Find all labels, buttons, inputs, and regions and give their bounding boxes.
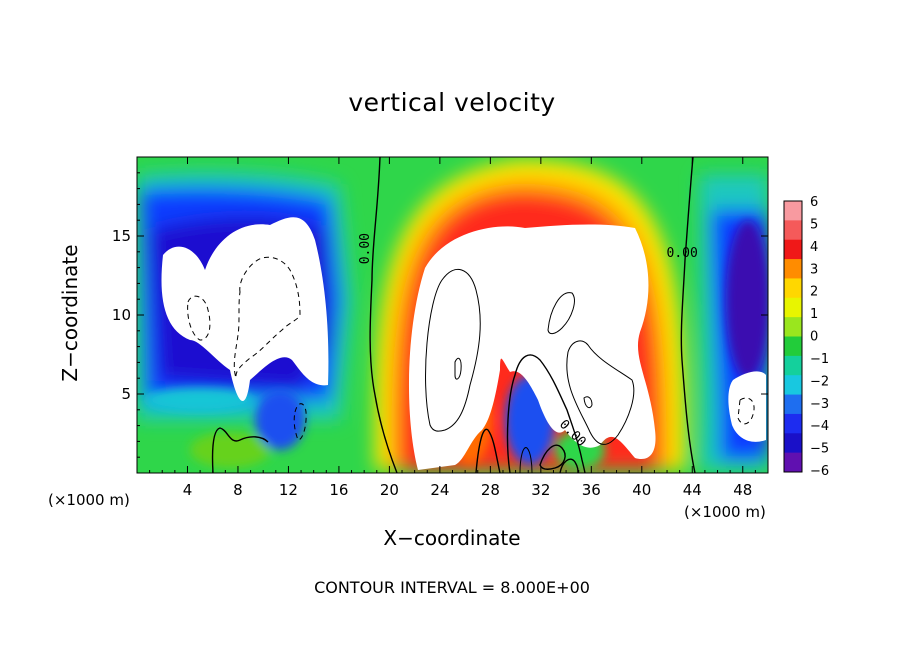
colorbar: 6 5 4 3 2 1 0 −1 −2 −3 −4 −5 −6 — [783, 195, 829, 479]
x-tick-label: 32 — [531, 481, 550, 499]
x-tick-label: 44 — [683, 481, 702, 499]
colorbar-swatch — [784, 336, 802, 357]
x-axis-label: X−coordinate — [383, 526, 521, 550]
colorbar-label: 4 — [810, 240, 818, 255]
y-tick-label: 15 — [112, 227, 131, 245]
colorbar-swatch — [784, 355, 802, 376]
colorbar-label: 5 — [810, 217, 818, 232]
x-tick-label: 28 — [481, 481, 500, 499]
chart-title: vertical velocity — [348, 88, 556, 117]
x-tick-label: 12 — [279, 481, 298, 499]
colorbar-label: −5 — [810, 442, 829, 457]
colorbar-swatch — [784, 452, 802, 473]
y-tick-label: 10 — [112, 306, 131, 324]
colorbar-swatch — [784, 220, 802, 241]
x-unit-label-left: (×1000 m) — [48, 491, 130, 509]
x-tick-label: 4 — [183, 481, 193, 499]
x-tick-label: 48 — [733, 481, 752, 499]
y-tick-label: 5 — [121, 385, 131, 403]
x-tick-label: 36 — [582, 481, 601, 499]
colorbar-label: −6 — [810, 464, 829, 479]
colorbar-swatch — [784, 394, 802, 415]
colorbar-frame — [783, 200, 803, 473]
negative-contours — [187, 256, 755, 441]
contour-interval-note: CONTOUR INTERVAL = 8.000E+00 — [314, 578, 590, 597]
colorbar-swatch — [784, 201, 802, 221]
colorbar-label: 6 — [810, 195, 818, 210]
colorbar-swatch — [784, 317, 802, 337]
colorbar-label: −3 — [810, 397, 829, 412]
x-tick-label: 20 — [380, 481, 399, 499]
velocity-field — [137, 157, 768, 473]
colorbar-label: −4 — [810, 419, 829, 434]
colorbar-swatch — [784, 375, 802, 396]
colorbar-label: −1 — [810, 352, 829, 367]
colorbar-label: −2 — [810, 374, 829, 389]
colorbar-swatch — [784, 433, 802, 454]
x-tick-label: 8 — [233, 481, 243, 499]
contour-label: 0.00 — [358, 233, 373, 264]
colorbar-swatch — [784, 413, 802, 434]
colorbar-label: 0 — [810, 330, 818, 345]
contour-label: 0.00 — [667, 246, 698, 261]
x-unit-label-right: (×1000 m) — [684, 503, 766, 521]
x-tick-label: 40 — [632, 481, 651, 499]
colorbar-label: 1 — [810, 307, 818, 322]
colorbar-swatch — [784, 239, 802, 260]
colorbar-swatch — [784, 259, 802, 279]
x-tick-label: 16 — [329, 481, 348, 499]
zero-contours — [211, 157, 696, 473]
positive-contours — [425, 268, 635, 473]
colorbar-swatch — [784, 278, 802, 299]
x-tick-label: 24 — [430, 481, 449, 499]
colorbar-label: 2 — [810, 285, 818, 300]
colorbar-label: 3 — [810, 262, 818, 277]
colorbar-swatch — [784, 297, 802, 318]
